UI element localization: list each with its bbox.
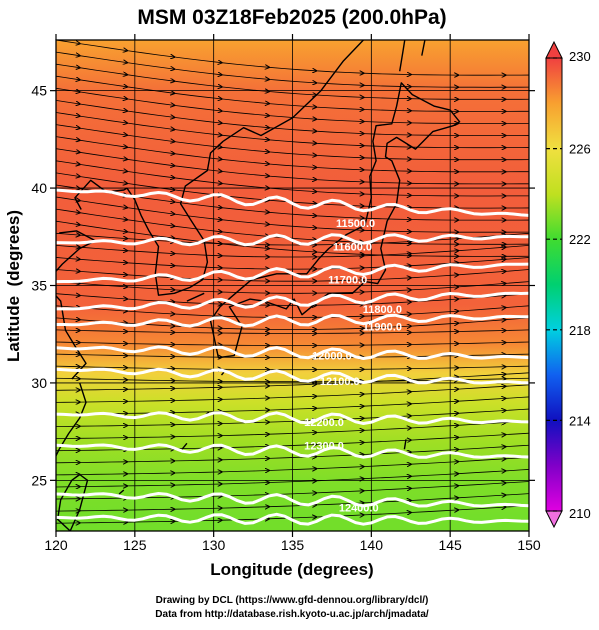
colorbar-tick-label: 222 <box>569 232 591 247</box>
chart-title: MSM 03Z18Feb2025 (200.0hPa) <box>137 6 446 29</box>
contour-label: 11900.0 <box>363 321 402 333</box>
x-tick-label: 140 <box>360 537 384 553</box>
x-tick-label: 150 <box>517 537 541 553</box>
colorbar-max-arrow <box>546 42 562 58</box>
contour-label: 11800.0 <box>363 304 402 316</box>
plot-area: 11500.0 11600.0 11700.0 11800.0 11900.0 12000… <box>39 32 537 531</box>
y-tick-label: 25 <box>31 472 47 488</box>
contour-label: 12100.0 <box>320 376 360 388</box>
y-tick-label: 40 <box>31 180 47 196</box>
x-tick-label: 120 <box>44 537 68 553</box>
x-tick-label: 135 <box>281 537 305 553</box>
contour-label: 11500.0 <box>336 218 375 230</box>
footer-line-2: Data from http://database.rish.kyoto-u.a… <box>155 609 429 620</box>
x-tick-label: 145 <box>438 537 462 553</box>
contour-label: 11600.0 <box>333 242 372 254</box>
contour-label: 12000.0 <box>312 351 352 363</box>
x-tick-label: 130 <box>202 537 226 553</box>
colorbar-tick-label: 210 <box>569 506 591 521</box>
colorbar-min-arrow <box>546 511 562 527</box>
x-axis-label: Longitude (degrees) <box>210 560 373 579</box>
colorbar-tick-label: 214 <box>569 413 591 428</box>
contour-label: 12300.0 <box>304 440 344 452</box>
colorbar-tick-label: 226 <box>569 142 591 157</box>
colorbar: 210 214 218 222 226 230 <box>546 42 591 527</box>
y-tick-label: 45 <box>31 83 47 99</box>
colorbar-tick-label: 230 <box>569 49 591 64</box>
contour-label: 12400.0 <box>339 503 379 515</box>
colorbar-scale <box>546 58 562 511</box>
y-tick-label: 35 <box>31 278 47 294</box>
x-tick-label: 125 <box>123 537 147 553</box>
y-axis-label: Latitude (degrees) <box>4 210 23 362</box>
footer-line-1: Drawing by DCL (https://www.gfd-dennou.o… <box>156 595 429 606</box>
colorbar-tick-label: 218 <box>569 323 591 338</box>
contour-label: 11700.0 <box>328 275 367 287</box>
y-tick-label: 30 <box>31 375 47 391</box>
contour-label: 12200.0 <box>304 417 344 429</box>
